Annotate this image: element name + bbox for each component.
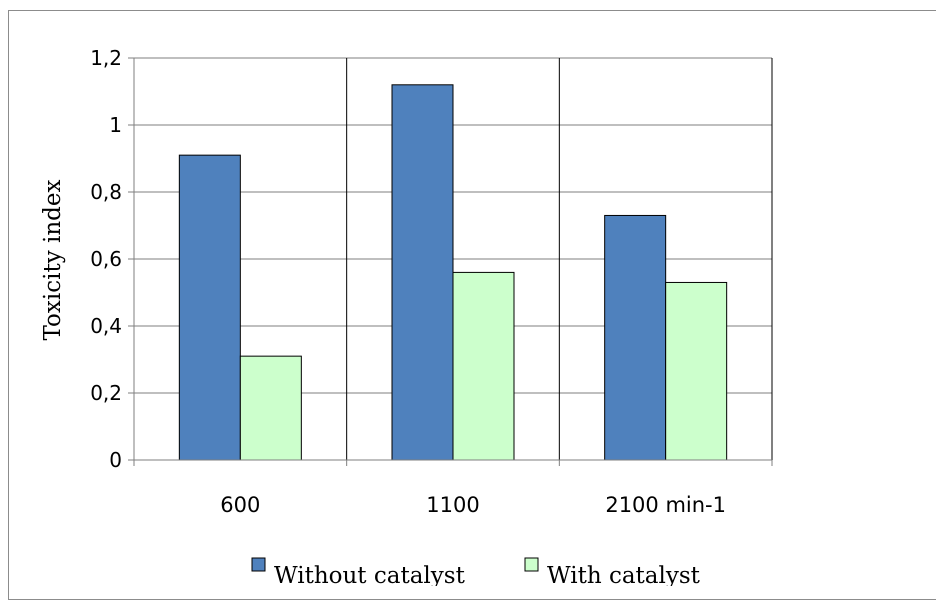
legend-swatch: [251, 557, 266, 572]
bar: [178, 154, 241, 461]
x-category-labels: 600 1100 2100 min-1: [220, 493, 726, 517]
y-axis-label: Toxicity index: [40, 179, 66, 340]
bar: [239, 355, 302, 461]
x-category-label: 2100 min-1: [605, 493, 726, 517]
y-tick-label: 0: [109, 448, 122, 472]
y-tick-label: 1,2: [90, 46, 122, 70]
bars: [178, 84, 728, 461]
bar: [604, 214, 667, 461]
x-category-label: 600: [220, 493, 260, 517]
bar: [452, 271, 515, 461]
y-tick-label: 0,4: [90, 314, 122, 338]
y-tick-label: 0,2: [90, 381, 122, 405]
y-tick-label: 0,6: [90, 247, 122, 271]
axes: [128, 57, 773, 466]
legend-swatch: [524, 557, 539, 572]
bar: [391, 84, 454, 461]
legend-label: With catalyst: [547, 563, 701, 586]
legend-label: Without catalyst: [274, 563, 466, 586]
legend: Without catalyst With catalyst: [251, 557, 701, 586]
x-category-label: 1100: [426, 493, 479, 517]
bar-chart: 0 0,2 0,4 0,6 0,8 1 1,2 600 1100 2100 min-1 Toxi…: [40, 46, 773, 586]
bar: [665, 281, 728, 461]
y-tick-labels: 0 0,2 0,4 0,6 0,8 1 1,2: [90, 46, 122, 472]
y-tick-label: 1: [109, 113, 122, 137]
y-tick-label: 0,8: [90, 180, 122, 204]
